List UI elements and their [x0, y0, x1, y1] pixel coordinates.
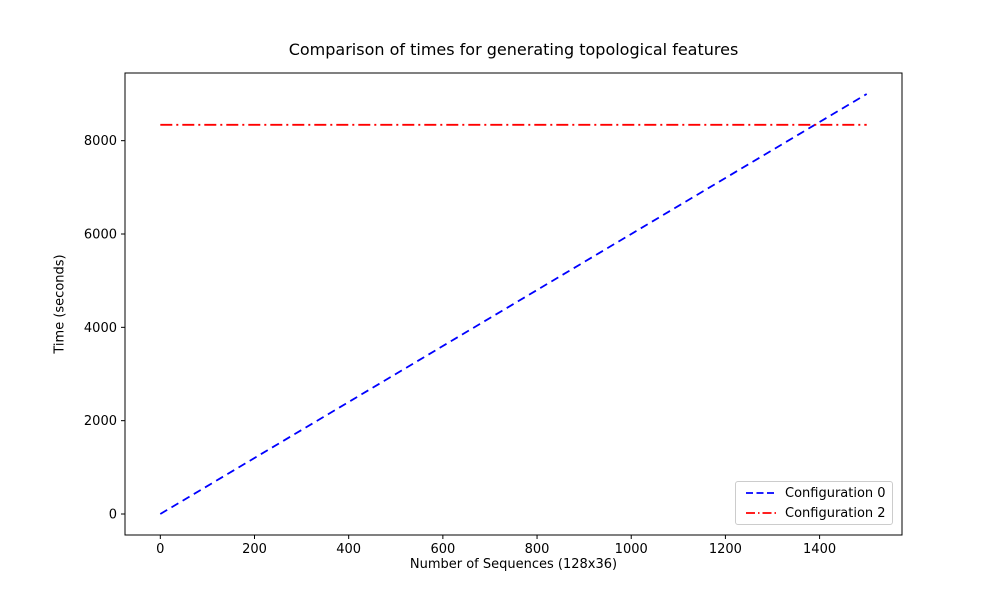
y-axis-label: Time (seconds)	[52, 254, 68, 354]
legend-item: Configuration 0	[736, 483, 892, 503]
x-tick-label: 1000	[615, 542, 648, 557]
legend-label: Configuration 2	[785, 505, 886, 521]
y-tick-label: 0	[109, 508, 117, 523]
x-tick-label: 400	[336, 542, 361, 557]
x-axis-label: Number of Sequences (128x36)	[409, 557, 618, 572]
x-tick-label: 1200	[709, 542, 742, 557]
x-tick-label: 800	[525, 542, 550, 557]
y-tick-label: 6000	[84, 228, 117, 243]
legend-line-sample-icon	[746, 512, 776, 514]
chart-title: Comparison of times for generating topol…	[288, 40, 739, 59]
x-tick-label: 0	[156, 542, 164, 557]
x-tick-label: 1400	[803, 542, 836, 557]
y-tick-label: 4000	[84, 321, 117, 336]
legend-line-sample-icon	[746, 492, 776, 494]
legend-label: Configuration 0	[785, 485, 886, 501]
y-tick-label: 8000	[84, 134, 117, 149]
x-tick-label: 600	[430, 542, 455, 557]
legend: Configuration 0 Configuration 2	[735, 481, 893, 525]
axes-frame	[124, 72, 903, 536]
legend-item: Configuration 2	[736, 503, 892, 523]
x-tick-label: 200	[242, 542, 267, 557]
y-tick-label: 2000	[84, 414, 117, 429]
series-line-0	[159, 93, 868, 515]
